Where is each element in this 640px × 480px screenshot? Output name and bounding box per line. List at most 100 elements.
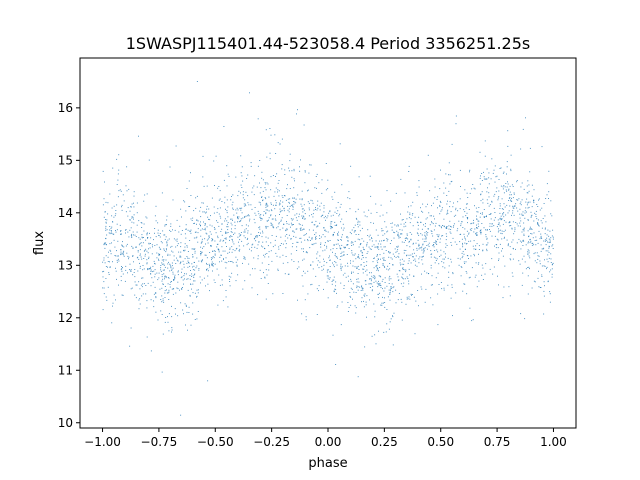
scatter-point	[371, 335, 373, 337]
scatter-point	[195, 207, 197, 209]
scatter-point	[229, 278, 230, 280]
scatter-point	[385, 331, 387, 333]
scatter-point	[249, 248, 250, 250]
scatter-point	[366, 274, 368, 276]
scatter-point	[219, 240, 221, 242]
scatter-point	[431, 222, 433, 224]
scatter-point	[499, 205, 501, 207]
scatter-point	[165, 259, 167, 261]
scatter-point	[171, 327, 173, 329]
scatter-point	[112, 167, 114, 169]
scatter-point	[385, 226, 387, 228]
scatter-point	[146, 193, 148, 195]
scatter-point	[211, 197, 213, 199]
scatter-point	[231, 246, 233, 248]
scatter-point	[327, 297, 329, 299]
scatter-point	[150, 269, 152, 271]
scatter-point	[272, 226, 274, 228]
scatter-point	[408, 268, 410, 270]
scatter-point	[434, 218, 435, 220]
scatter-point	[316, 253, 318, 255]
scatter-point	[284, 235, 286, 237]
scatter-point	[366, 243, 368, 245]
scatter-point	[344, 246, 346, 248]
scatter-point	[327, 215, 329, 217]
scatter-point	[500, 232, 502, 234]
scatter-point	[301, 229, 303, 231]
scatter-point	[527, 180, 529, 182]
scatter-point	[150, 270, 152, 272]
scatter-point	[465, 207, 467, 209]
scatter-point	[395, 289, 397, 291]
scatter-point	[413, 259, 415, 261]
scatter-point	[122, 273, 124, 275]
scatter-point	[241, 187, 243, 188]
scatter-point	[501, 238, 503, 240]
scatter-point	[237, 217, 238, 219]
scatter-point	[409, 222, 411, 224]
scatter-point	[105, 221, 107, 223]
scatter-point	[161, 301, 163, 303]
scatter-point	[103, 293, 105, 295]
scatter-point	[129, 269, 130, 271]
scatter-point	[397, 225, 399, 227]
scatter-point	[323, 264, 325, 266]
scatter-point	[336, 306, 338, 308]
scatter-point	[231, 251, 233, 253]
scatter-point	[144, 194, 146, 196]
scatter-point	[148, 159, 150, 161]
scatter-point	[154, 263, 156, 265]
scatter-point	[439, 204, 441, 206]
scatter-point	[296, 246, 298, 248]
scatter-point	[265, 226, 267, 228]
scatter-point	[231, 261, 233, 262]
scatter-point	[161, 242, 163, 244]
scatter-point	[401, 229, 403, 231]
scatter-point	[384, 246, 386, 248]
scatter-point	[492, 273, 494, 275]
scatter-point	[262, 232, 264, 234]
scatter-point	[341, 227, 342, 229]
scatter-point	[318, 285, 320, 287]
scatter-point	[127, 207, 129, 209]
scatter-point	[332, 262, 333, 264]
scatter-point	[472, 184, 474, 185]
scatter-point	[307, 189, 309, 191]
scatter-point	[259, 160, 261, 161]
scatter-point	[406, 296, 408, 298]
scatter-point	[227, 306, 229, 308]
scatter-point	[435, 260, 437, 261]
scatter-point	[234, 225, 236, 227]
scatter-point	[151, 271, 153, 273]
scatter-point	[158, 259, 160, 261]
scatter-point	[133, 234, 134, 236]
scatter-point	[253, 238, 255, 240]
scatter-point	[386, 323, 388, 325]
scatter-point	[512, 197, 514, 199]
scatter-point	[362, 287, 364, 289]
scatter-point	[439, 206, 441, 207]
scatter-point	[196, 296, 197, 298]
scatter-point	[340, 247, 342, 249]
scatter-point	[290, 218, 292, 220]
scatter-point	[348, 280, 349, 282]
scatter-point	[289, 188, 291, 189]
scatter-point	[289, 205, 291, 207]
scatter-point	[265, 225, 267, 227]
scatter-point	[214, 253, 216, 255]
scatter-point	[256, 247, 258, 249]
scatter-point	[110, 253, 112, 255]
scatter-point	[399, 229, 401, 231]
scatter-point	[259, 215, 261, 217]
scatter-point	[214, 228, 216, 230]
scatter-point	[163, 234, 165, 236]
scatter-point	[308, 215, 310, 217]
scatter-point	[212, 256, 214, 257]
scatter-point	[200, 225, 201, 227]
scatter-point	[377, 234, 379, 236]
scatter-point	[307, 239, 309, 240]
scatter-point	[434, 225, 436, 227]
scatter-point	[248, 204, 250, 206]
scatter-point	[442, 225, 443, 226]
scatter-point	[374, 275, 376, 277]
